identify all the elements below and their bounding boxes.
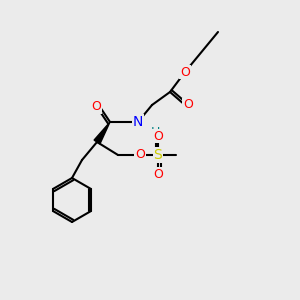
Text: N: N — [133, 115, 143, 129]
Text: O: O — [153, 167, 163, 181]
Text: O: O — [180, 65, 190, 79]
Text: O: O — [91, 100, 101, 113]
Text: S: S — [154, 148, 162, 162]
Polygon shape — [94, 122, 110, 144]
Text: O: O — [135, 148, 145, 161]
Text: O: O — [183, 98, 193, 112]
Text: H: H — [150, 125, 160, 139]
Text: O: O — [153, 130, 163, 142]
